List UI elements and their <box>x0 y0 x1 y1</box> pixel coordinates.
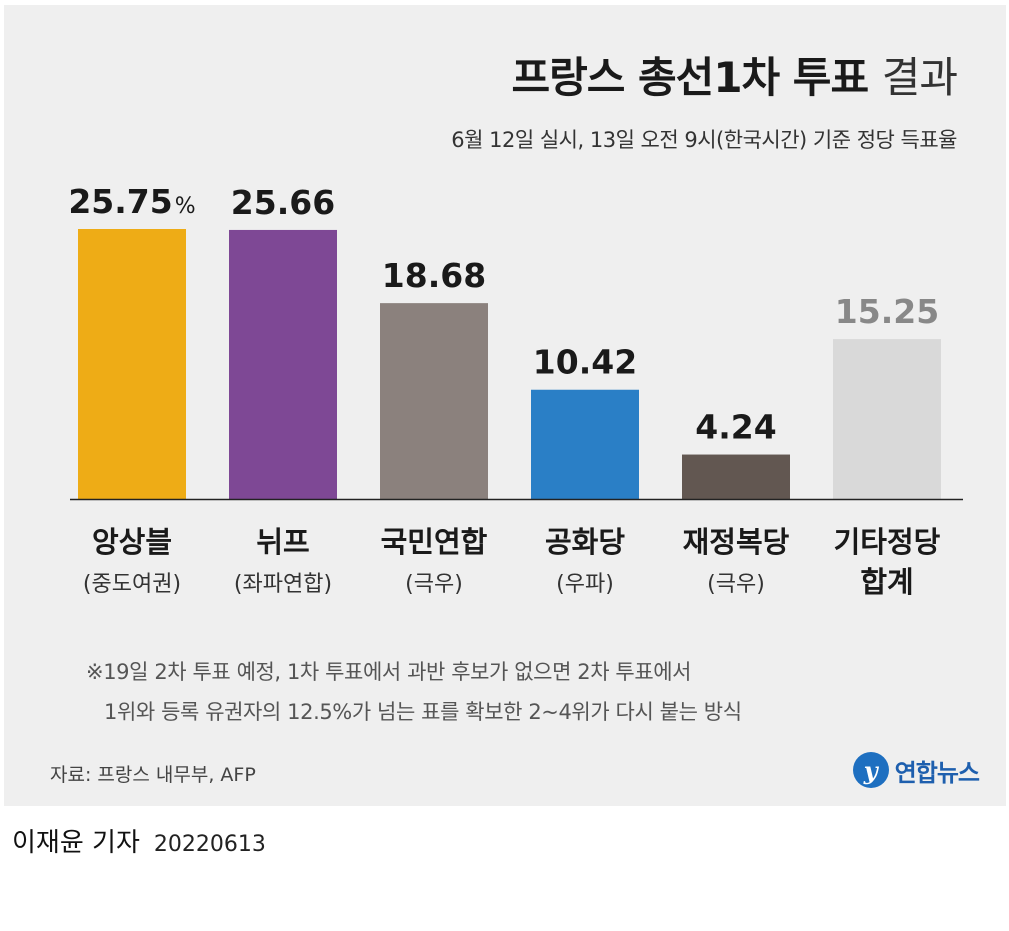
bar-5 <box>682 454 790 499</box>
yonhap-logo-text: 연합뉴스 <box>894 758 980 787</box>
bar-6 <box>833 339 941 499</box>
source-text: 자료: 프랑스 내무부, AFP <box>50 764 256 786</box>
category-name-4: 공화당 <box>545 525 625 559</box>
bar-chart: 25.75% 앙상블 (중도여권) 25.66 뉘프 (좌파연합) 18.68 국민연합 (극우… <box>68 182 963 599</box>
category-sub-5: (극우) <box>707 572 765 597</box>
chart-title: 프랑스 총선1차 투표 결과 <box>511 44 959 105</box>
category-sub-6: 합계 <box>860 565 913 599</box>
bar-value-label-6: 15.25 <box>835 292 939 331</box>
bar-2 <box>229 229 337 499</box>
category-name-1: 앙상블 <box>92 525 172 559</box>
credit-line: 이재윤 기자 20220613 <box>12 822 266 859</box>
yonhap-logo: y 연합뉴스 <box>852 752 980 788</box>
publish-date: 20220613 <box>153 832 266 857</box>
author: 이재윤 기자 <box>12 828 140 858</box>
bar-4 <box>531 389 639 499</box>
bar-3 <box>380 303 488 499</box>
category-sub-1: (중도여권) <box>83 572 181 597</box>
category-name-3: 국민연합 <box>381 525 488 559</box>
category-name-6: 기타정당 <box>834 525 941 559</box>
category-sub-3: (극우) <box>405 572 463 597</box>
yonhap-logo-icon: y <box>852 752 889 788</box>
category-name-5: 재정복당 <box>683 525 790 559</box>
bar-value-label-5: 4.24 <box>695 408 776 447</box>
title-bold: 프랑스 총선1차 투표 <box>511 53 870 102</box>
bar-1 <box>78 229 186 499</box>
footnote: ※19일 2차 투표 예정, 1차 투표에서 과반 후보가 없으면 2차 투표에… <box>86 652 742 732</box>
chart-subtitle: 6월 12일 실시, 13일 오전 9시(한국시간) 기준 정당 득표율 <box>451 128 957 152</box>
footnote-line-2: 1위와 등록 유권자의 12.5%가 넘는 표를 확보한 2~4위가 다시 붙는… <box>104 700 742 724</box>
category-sub-2: (좌파연합) <box>234 572 332 597</box>
bar-value-label-3: 18.68 <box>382 256 486 295</box>
bar-value-label-2: 25.66 <box>231 183 335 222</box>
category-name-2: 뉘프 <box>256 525 309 559</box>
title-light: 결과 <box>881 53 958 102</box>
bar-value-label-4: 10.42 <box>533 343 637 382</box>
footnote-line-1: ※19일 2차 투표 예정, 1차 투표에서 과반 후보가 없으면 2차 투표에… <box>86 660 692 684</box>
bar-value-label-1: 25.75% <box>68 182 195 221</box>
category-sub-4: (우파) <box>556 572 614 597</box>
value-unit: % <box>175 194 196 219</box>
